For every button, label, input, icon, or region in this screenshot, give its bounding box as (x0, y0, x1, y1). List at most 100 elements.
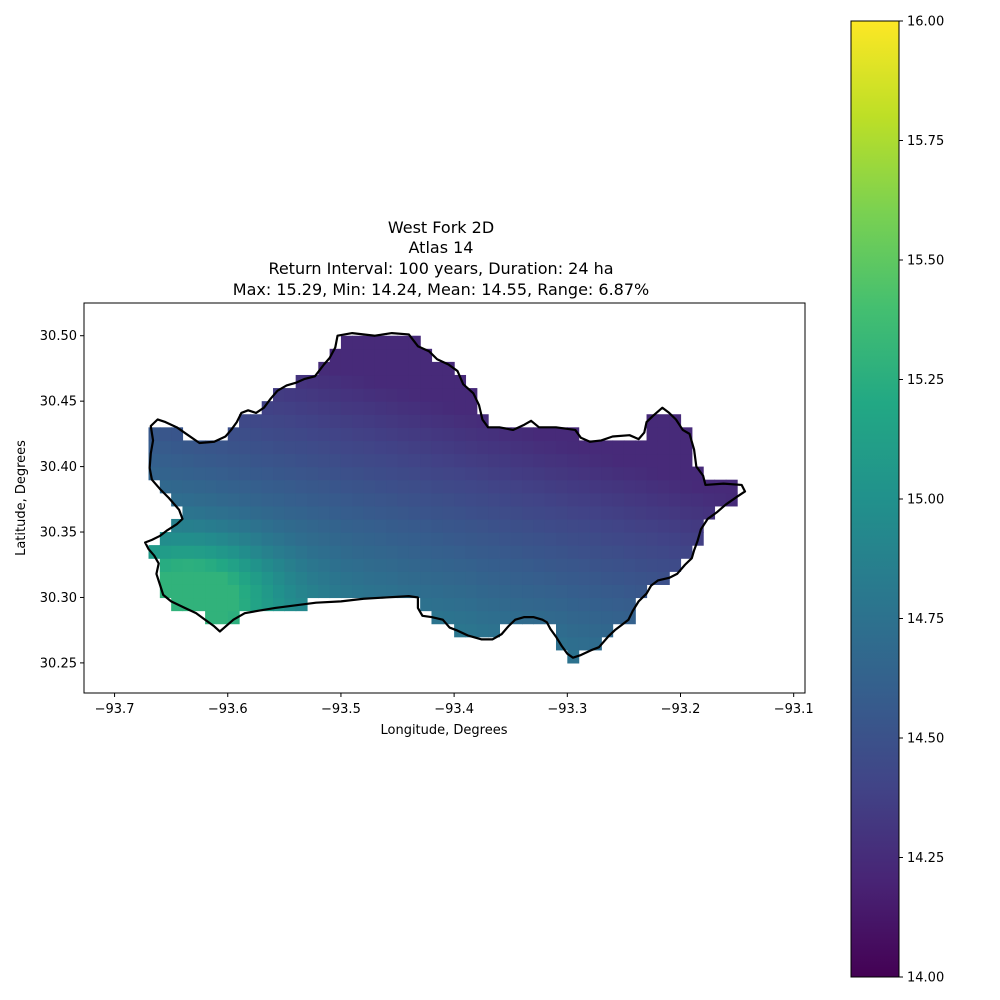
colorbar-tick-label: 14.00 (907, 971, 944, 986)
heatmap-cell (454, 427, 467, 442)
heatmap-cell (318, 374, 331, 389)
heatmap-cell (408, 571, 421, 585)
heatmap-cell (669, 466, 682, 481)
heatmap-cell (544, 597, 557, 612)
heatmap-cell (533, 505, 546, 520)
heatmap-cell (352, 466, 365, 481)
heatmap-cell (329, 584, 342, 599)
heatmap-cell (295, 518, 308, 533)
heatmap-cell (578, 584, 591, 599)
heatmap-cell (522, 571, 534, 585)
heatmap-cell (250, 453, 263, 468)
heatmap-cell (329, 414, 342, 428)
heatmap-cell (340, 414, 353, 428)
heatmap-cell (386, 505, 399, 520)
heatmap-cell (352, 518, 365, 533)
heatmap-cell (589, 584, 602, 599)
heatmap-cell (261, 440, 274, 455)
heatmap-cell (295, 388, 308, 402)
heatmap-cell (544, 558, 557, 572)
heatmap-cell (374, 479, 387, 494)
heatmap-cell (420, 453, 433, 468)
heatmap-cell (465, 610, 478, 625)
heatmap-cell (442, 401, 455, 415)
heatmap-cell (442, 558, 455, 572)
heatmap-cell (420, 479, 433, 494)
heatmap-cell (454, 532, 467, 546)
heatmap-cell (488, 427, 500, 442)
heatmap-cell (669, 518, 682, 533)
heatmap-cell (669, 545, 682, 559)
heatmap-cell (420, 558, 433, 572)
heatmap-cell (284, 388, 297, 402)
heatmap-cell (533, 610, 546, 625)
heatmap-cell (555, 505, 568, 520)
heatmap-cell (601, 492, 614, 507)
heatmap-cell (533, 545, 546, 559)
heatmap-cell (205, 492, 218, 507)
heatmap-cell (273, 505, 285, 520)
heatmap-cell (522, 558, 534, 572)
heatmap-cell (363, 571, 376, 585)
heatmap-cell (284, 453, 297, 468)
heatmap-cell (510, 610, 523, 625)
heatmap-cell (397, 505, 410, 520)
heatmap-cell (431, 532, 444, 546)
heatmap-cell (555, 558, 568, 572)
x-axis-ticks: −93.7 −93.6 −93.5 −93.4 −93.3 −93.2 −93.1 (95, 693, 814, 717)
heatmap-cell (567, 466, 580, 481)
heatmap-cell (522, 597, 534, 612)
heatmap-cell (159, 584, 172, 599)
heatmap-cell (261, 571, 274, 585)
heatmap-cell (601, 466, 614, 481)
colorbar-tick-label: 14.25 (907, 851, 944, 866)
heatmap-cell (578, 571, 591, 585)
heatmap-cell (431, 584, 444, 599)
heatmap-cell (318, 545, 331, 559)
heatmap-cell (363, 492, 376, 507)
heatmap-cell (431, 440, 444, 455)
heatmap-cell (635, 505, 648, 520)
heatmap-cell (488, 466, 500, 481)
heatmap-cell (284, 505, 297, 520)
heatmap-cell (171, 466, 184, 481)
heatmap-cell (397, 479, 410, 494)
heatmap-cell (261, 453, 274, 468)
heatmap-cell (454, 453, 467, 468)
heatmap-cell (567, 584, 580, 599)
heatmap-cell (340, 479, 353, 494)
heatmap-cell (408, 532, 421, 546)
heatmap-cell (533, 440, 546, 455)
heatmap-cell (431, 388, 444, 402)
heatmap-cell (646, 558, 659, 572)
heatmap-cell (193, 440, 206, 455)
heatmap-cell (442, 388, 455, 402)
heatmap-cell (352, 558, 365, 572)
heatmap-cell (374, 492, 387, 507)
heatmap-cell (476, 505, 489, 520)
heatmap-cell (465, 492, 478, 507)
heatmap-cell (329, 348, 342, 363)
heatmap-cell (669, 427, 682, 442)
heatmap-cell (239, 505, 251, 520)
heatmap-cell (352, 479, 365, 494)
heatmap-cell (623, 453, 636, 468)
heatmap-cell (612, 610, 625, 625)
heatmap-cell (193, 571, 206, 585)
heatmap-cell (646, 571, 659, 585)
heatmap-cell (239, 532, 251, 546)
heatmap-cell (295, 558, 308, 572)
heatmap-cell (273, 571, 285, 585)
heatmap-cell (612, 571, 625, 585)
heatmap-cell (420, 518, 433, 533)
heatmap-cell (205, 532, 218, 546)
heatmap-cell (555, 584, 568, 599)
heatmap-cell (205, 558, 218, 572)
heatmap-cell (239, 571, 251, 585)
heatmap-cell (171, 479, 184, 494)
heatmap-cell (159, 571, 172, 585)
heatmap-cell (601, 505, 614, 520)
heatmap-cell (239, 558, 251, 572)
heatmap-cell (284, 545, 297, 559)
heatmap-cell (544, 532, 557, 546)
